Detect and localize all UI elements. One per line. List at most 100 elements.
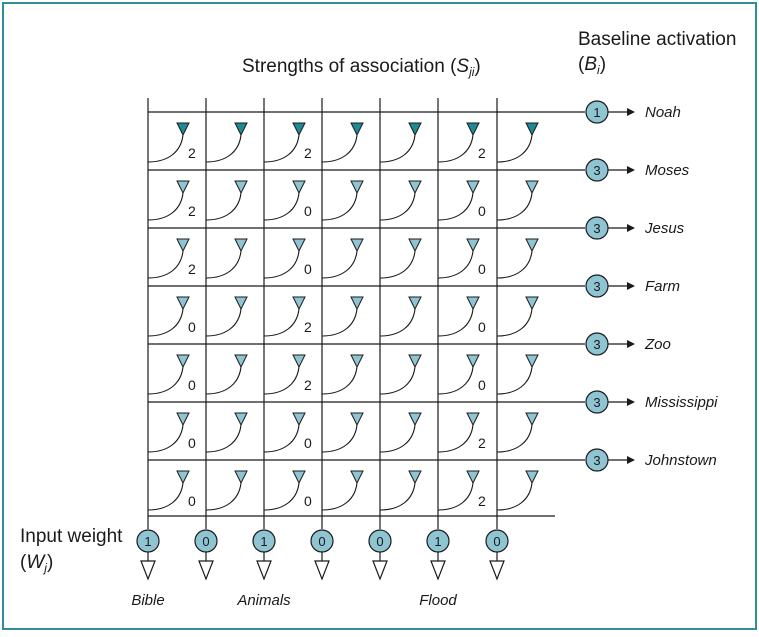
- baseline-value: 3: [593, 163, 600, 178]
- synapse-triangle: [408, 180, 422, 195]
- synapse-connector: [321, 424, 358, 453]
- synapse-triangle: [176, 470, 190, 485]
- synapse-connector: [263, 366, 300, 395]
- strength-value: 2: [188, 145, 196, 161]
- synapse-connector: [437, 192, 474, 221]
- strength-value: 2: [478, 435, 486, 451]
- synapse-triangle: [466, 122, 480, 137]
- synapse-triangle: [350, 470, 364, 485]
- association-grid: 2 2 2 2 0 0 2 0 0 0 2 0 0 2 0 0 0 2 0 0 2: [147, 98, 555, 529]
- output-arrowhead: [627, 398, 635, 406]
- baseline-value: 3: [593, 395, 600, 410]
- input-weight-value: 0: [376, 534, 383, 549]
- synapse-connector: [263, 134, 300, 163]
- synapse-connector: [263, 424, 300, 453]
- input-triangle: [489, 560, 505, 581]
- synapse-connector: [147, 482, 184, 511]
- strength-value: 2: [304, 377, 312, 393]
- synapse-triangle: [466, 354, 480, 369]
- synapse-triangle: [234, 122, 248, 137]
- synapse-connector: [496, 308, 533, 337]
- synapse-connector: [205, 192, 242, 221]
- baseline-value: 3: [593, 453, 600, 468]
- baseline-value: 3: [593, 279, 600, 294]
- input-weight-value: 0: [202, 534, 209, 549]
- synapse-triangle: [408, 470, 422, 485]
- synapse-triangle: [176, 180, 190, 195]
- synapse-connector: [321, 366, 358, 395]
- output-arrowhead: [627, 224, 635, 232]
- synapse-triangle: [176, 354, 190, 369]
- baseline-title: Baseline activation: [578, 29, 736, 50]
- baseline-value: 3: [593, 337, 600, 352]
- word-label: Jesus: [644, 220, 685, 237]
- synapse-triangle: [234, 354, 248, 369]
- synapse-connector: [437, 134, 474, 163]
- synapse-connector: [263, 482, 300, 511]
- synapse-connector: [321, 308, 358, 337]
- synapse-connector: [205, 482, 242, 511]
- synapse-triangle: [525, 180, 539, 195]
- synapse-triangle: [466, 412, 480, 427]
- synapse-triangle: [234, 412, 248, 427]
- synapse-triangle: [176, 412, 190, 427]
- synapse-triangle: [408, 354, 422, 369]
- output-arrowhead: [627, 340, 635, 348]
- strengths-title: Strengths of association (Sji): [242, 56, 481, 79]
- word-label: Mississippi: [645, 394, 718, 411]
- input-weight-value: 1: [144, 534, 151, 549]
- synapse-triangle: [525, 122, 539, 137]
- synapse-connector: [496, 192, 533, 221]
- word-label: Johnstown: [644, 452, 717, 469]
- synapse-connector: [263, 192, 300, 221]
- synapse-connector: [379, 192, 416, 221]
- strength-value: 2: [304, 319, 312, 335]
- synapse-connector: [205, 134, 242, 163]
- output-arrowhead: [627, 456, 635, 464]
- synapse-triangle: [525, 470, 539, 485]
- synapse-triangle: [292, 122, 306, 137]
- synapse-triangle: [466, 470, 480, 485]
- input-weight-value: 0: [493, 534, 500, 549]
- input-triangle: [314, 560, 330, 581]
- strength-value: 0: [478, 319, 486, 335]
- source-label: Bible: [131, 592, 164, 609]
- output-arrowhead: [627, 282, 635, 290]
- strength-value: 0: [188, 435, 196, 451]
- synapse-connector: [437, 424, 474, 453]
- synapse-triangle: [350, 296, 364, 311]
- synapse-connector: [147, 308, 184, 337]
- synapse-triangle: [350, 354, 364, 369]
- synapse-connector: [379, 366, 416, 395]
- synapse-triangle: [408, 238, 422, 253]
- strength-value: 2: [478, 145, 486, 161]
- synapse-triangle: [176, 122, 190, 137]
- synapse-connector: [496, 250, 533, 279]
- synapse-triangle: [292, 296, 306, 311]
- synapse-triangle: [234, 180, 248, 195]
- synapse-triangle: [234, 296, 248, 311]
- baseline-value: 3: [593, 221, 600, 236]
- synapse-triangle: [292, 180, 306, 195]
- synapse-triangle: [525, 296, 539, 311]
- synapse-connector: [379, 250, 416, 279]
- synapse-connector: [205, 424, 242, 453]
- input-weight-value: 1: [260, 534, 267, 549]
- synapse-connector: [496, 366, 533, 395]
- synapse-triangle: [350, 238, 364, 253]
- synapse-connector: [147, 366, 184, 395]
- synapse-connector: [437, 308, 474, 337]
- synapse-connector: [496, 134, 533, 163]
- synapse-connector: [321, 192, 358, 221]
- strength-value: 0: [188, 319, 196, 335]
- synapse-connector: [205, 366, 242, 395]
- synapse-triangle: [466, 238, 480, 253]
- synapse-connector: [321, 250, 358, 279]
- input-triangle: [430, 560, 446, 581]
- input-weight-symbol: (Wj): [20, 552, 53, 575]
- source-label: Flood: [419, 592, 457, 609]
- synapse-triangle: [234, 470, 248, 485]
- input-triangle: [198, 560, 214, 581]
- synapse-connector: [205, 250, 242, 279]
